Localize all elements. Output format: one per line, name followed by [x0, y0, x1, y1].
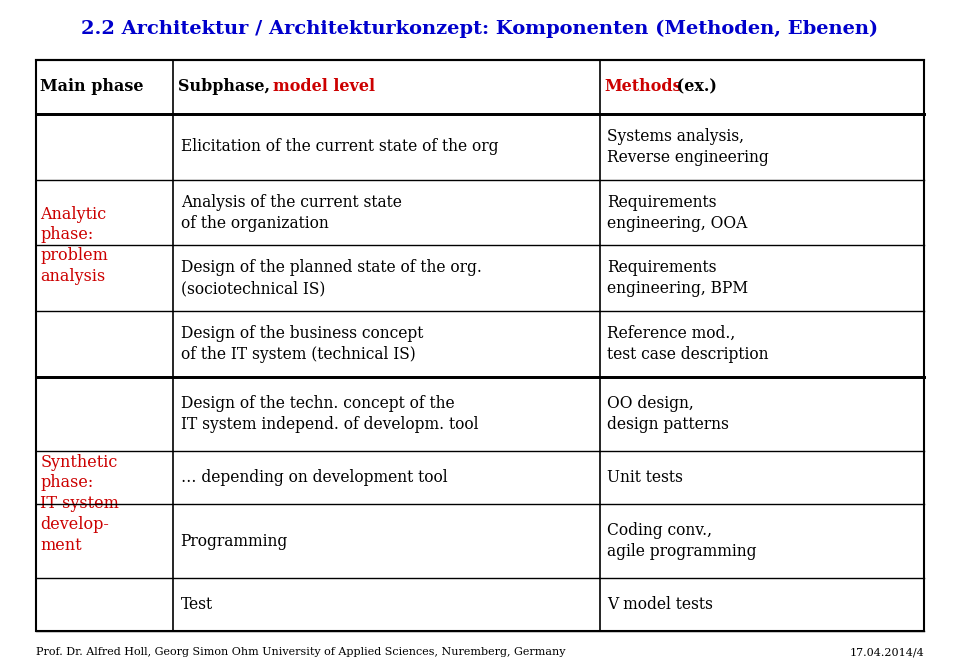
Text: (ex.): (ex.) — [671, 78, 716, 96]
Text: Methods: Methods — [605, 78, 683, 96]
Text: OO design,
design patterns: OO design, design patterns — [608, 395, 729, 433]
Text: Requirements
engineering, BPM: Requirements engineering, BPM — [608, 260, 749, 297]
Text: 2.2 Architektur / Architekturkonzept: Komponenten (Methoden, Ebenen): 2.2 Architektur / Architekturkonzept: Ko… — [82, 20, 878, 38]
Text: Coding conv.,
agile programming: Coding conv., agile programming — [608, 522, 756, 560]
Text: 17.04.2014/4: 17.04.2014/4 — [850, 647, 924, 657]
Text: Systems analysis,
Reverse engineering: Systems analysis, Reverse engineering — [608, 128, 769, 166]
Text: Requirements
engineering, OOA: Requirements engineering, OOA — [608, 194, 748, 232]
Text: Programming: Programming — [180, 533, 288, 550]
Bar — [36, 60, 924, 631]
Text: Reference mod.,
test case description: Reference mod., test case description — [608, 325, 769, 363]
Text: Design of the techn. concept of the
IT system independ. of developm. tool: Design of the techn. concept of the IT s… — [180, 395, 478, 433]
Text: Elicitation of the current state of the org: Elicitation of the current state of the … — [180, 138, 498, 155]
Text: Design of the business concept
of the IT system (technical IS): Design of the business concept of the IT… — [180, 325, 423, 363]
Text: V model tests: V model tests — [608, 596, 713, 613]
Text: model level: model level — [274, 78, 375, 96]
Text: Main phase: Main phase — [40, 78, 144, 96]
Text: Analytic
phase:
problem
analysis: Analytic phase: problem analysis — [40, 206, 108, 286]
Text: Test: Test — [180, 596, 213, 613]
Text: Design of the planned state of the org.
(sociotechnical IS): Design of the planned state of the org. … — [180, 260, 482, 297]
Text: Analysis of the current state
of the organization: Analysis of the current state of the org… — [180, 194, 401, 232]
Text: Unit tests: Unit tests — [608, 469, 684, 486]
Text: Synthetic
phase:
IT system
develop-
ment: Synthetic phase: IT system develop- ment — [40, 454, 119, 554]
Text: … depending on development tool: … depending on development tool — [180, 469, 447, 486]
Text: Prof. Dr. Alfred Holl, Georg Simon Ohm University of Applied Sciences, Nuremberg: Prof. Dr. Alfred Holl, Georg Simon Ohm U… — [36, 647, 565, 657]
Text: Subphase,: Subphase, — [178, 78, 276, 96]
